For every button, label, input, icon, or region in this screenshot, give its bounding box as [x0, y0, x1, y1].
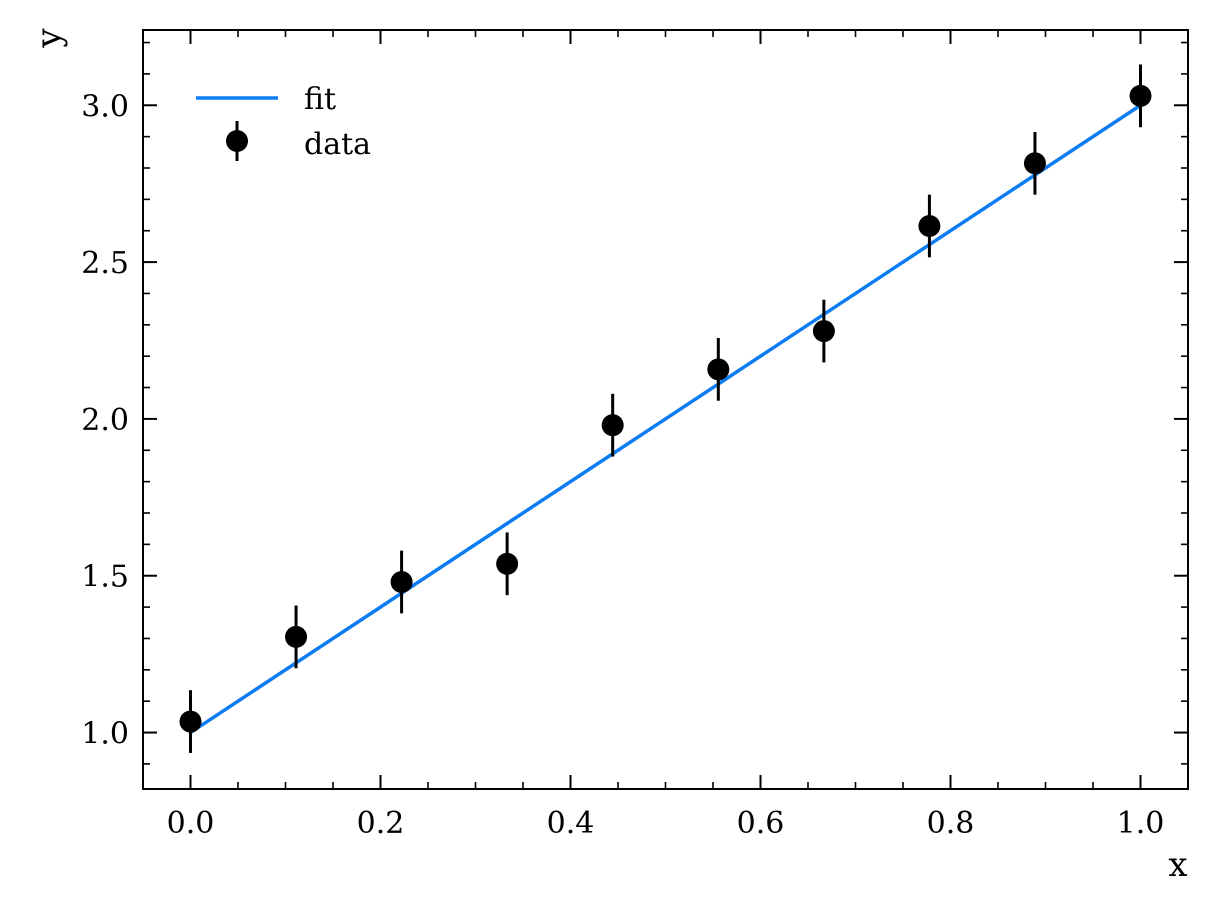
y-tick-label: 3.0	[81, 89, 129, 124]
legend: fit data	[196, 82, 371, 162]
y-axis-ticks	[143, 41, 1188, 765]
x-tick-label: 1.0	[1117, 806, 1165, 841]
data-point	[1023, 152, 1046, 175]
data-point	[496, 552, 519, 575]
plot-frame	[142, 29, 1189, 790]
y-tick-labels: 1.0 1.5 2.0 2.5 3.0	[81, 89, 129, 751]
legend-data-label: data	[304, 127, 371, 162]
x-tick-label: 0.0	[167, 806, 215, 841]
data-point	[390, 571, 413, 593]
y-axis-label: y	[29, 28, 69, 49]
x-axis-label: x	[1168, 845, 1187, 885]
fit-line	[189, 103, 1142, 735]
plot-content	[179, 64, 1152, 753]
x-axis-ticks	[142, 30, 1189, 789]
data-point	[1129, 84, 1152, 107]
data-point	[601, 414, 624, 437]
data-point	[285, 625, 308, 648]
x-tick-label: 0.6	[737, 806, 785, 841]
x-tick-label: 0.2	[357, 806, 405, 841]
legend-data-marker	[226, 130, 248, 152]
data-point	[918, 215, 941, 238]
data-point	[179, 710, 202, 733]
y-tick-label: 1.0	[81, 717, 129, 752]
data-point	[812, 320, 835, 343]
x-tick-labels: 0.0 0.2 0.4 0.6 0.8 1.0	[167, 806, 1165, 841]
legend-fit-label: fit	[304, 82, 336, 117]
y-tick-label: 1.5	[81, 560, 129, 595]
y-tick-label: 2.5	[81, 246, 129, 281]
x-tick-label: 0.8	[927, 806, 975, 841]
y-tick-label: 2.0	[81, 403, 129, 438]
data-point	[707, 358, 730, 381]
x-tick-label: 0.4	[547, 806, 595, 841]
